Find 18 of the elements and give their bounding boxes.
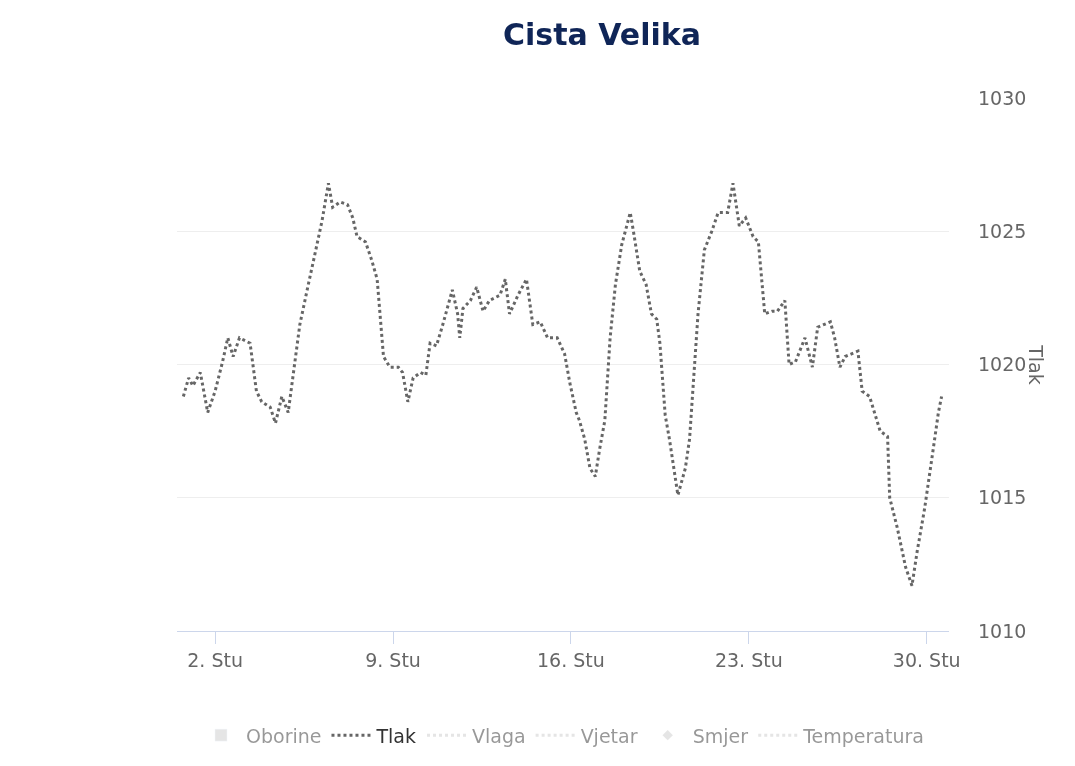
x-tick-label: 16. Stu [537,648,605,671]
x-tick-label: 2. Stu [187,648,243,671]
legend-label: Oborine [246,724,322,747]
y-tick-label: 1020 [978,353,1027,376]
legend-label: Vlaga [472,724,526,747]
y-tick-label: 1025 [978,219,1027,242]
legend-label: Temperatura [802,724,924,747]
legend-label: Tlak [375,724,416,747]
y-tick-label: 1015 [978,486,1027,509]
legend-label: Vjetar [580,724,638,747]
chart-title: Cista Velika [503,16,701,52]
y-tick-label: 1030 [978,86,1027,109]
x-tick-label: 9. Stu [365,648,421,671]
x-tick-label: 30. Stu [892,648,961,671]
y-tick-label: 1010 [978,619,1027,642]
y-axis-title: Tlak [1024,344,1047,385]
legend-label: Smjer [692,724,749,747]
x-tick-label: 23. Stu [714,648,783,671]
